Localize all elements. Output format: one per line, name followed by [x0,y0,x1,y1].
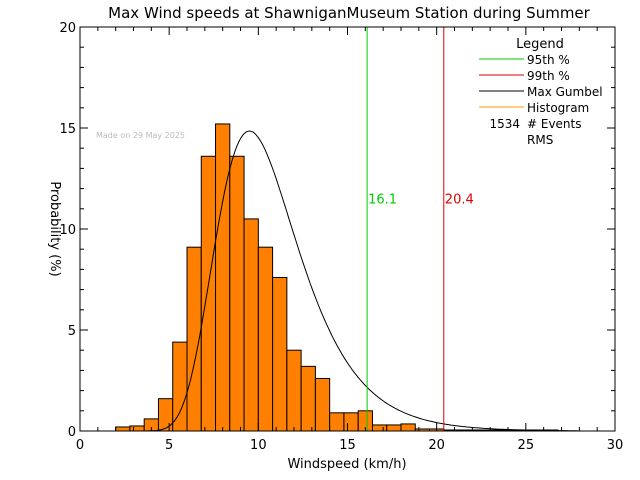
legend-value-4: 1534 [489,117,520,131]
gumbel-curve [115,130,578,432]
histogram-bar [300,365,316,432]
x-tick-label: 20 [428,438,445,453]
x-tick-label: 25 [518,438,535,453]
histogram-bar [172,341,188,432]
percentile-label-1: 20.4 [445,193,474,208]
x-tick-label: 5 [165,438,173,453]
y-tick-label: 10 [59,223,76,238]
histogram-bar [314,377,331,432]
histogram-bar [215,123,231,432]
watermark: Made on 29 May 2025 [96,131,185,140]
x-tick-label: 0 [76,438,84,453]
y-tick-label: 15 [59,122,76,137]
histogram-bar [243,218,259,432]
histogram-bar [386,424,402,432]
histogram-bar [200,155,217,432]
legend-label-1: 99th % [527,69,570,83]
histogram-bar [229,155,245,432]
chart-title: Max Wind speeds at ShawniganMuseum Stati… [108,4,590,22]
histogram-bar [129,425,145,432]
histogram-bar [400,423,416,432]
plot-area: 16.1 20.4 0 5 10 15 20 25 30 0 5 10 15 20 [59,21,623,453]
x-axis-label: Windspeed (km/h) [287,457,406,472]
legend-title: Legend [516,37,564,52]
legend-label-5: RMS [527,133,553,147]
histogram-bar [157,398,174,432]
histogram-bar [257,246,274,432]
x-tick-label: 10 [250,438,267,453]
x-tick-label: 30 [607,438,624,453]
histogram-bar [343,412,359,432]
legend-label-4: # Events [527,117,582,131]
legend-label-3: Histogram [527,101,589,115]
histogram-bar [371,424,388,432]
histogram-bar [272,276,288,432]
y-tick-label: 0 [68,425,76,440]
histogram-bar [115,426,131,432]
legend-label-0: 95th % [527,53,570,67]
x-tick-label: 15 [339,438,356,453]
histogram-bar [286,349,302,432]
histogram-bar [329,412,345,432]
legend: Legend 95th % 99th % Max Gumbel Histogram 15… [479,37,603,147]
y-tick-label: 20 [59,21,76,36]
legend-label-2: Max Gumbel [527,85,603,99]
percentile-label-0: 16.1 [368,193,397,208]
y-tick-label: 5 [68,324,76,339]
y-axis-label: Probability (%) [47,181,62,276]
